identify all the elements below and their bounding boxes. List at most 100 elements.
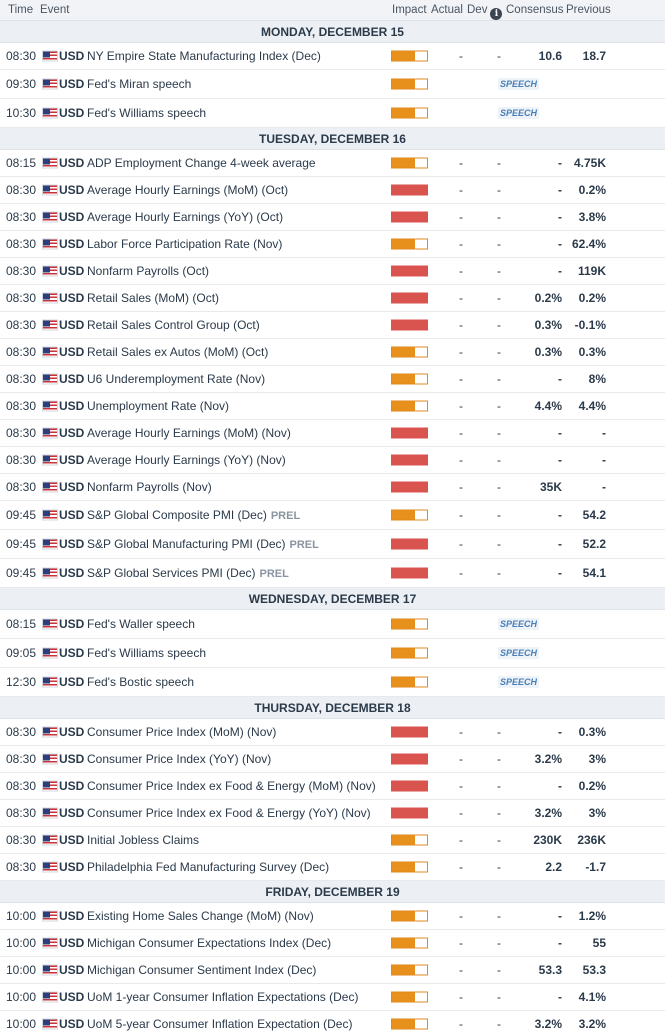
event-name[interactable]: Michigan Consumer Sentiment Index (Dec) bbox=[87, 963, 316, 977]
table-row[interactable]: 10:00 USD Michigan Consumer Expectations I… bbox=[0, 930, 665, 957]
table-row[interactable]: 08:30 USD Consumer Price Index ex Food & E… bbox=[0, 773, 665, 800]
event-title[interactable]: Retail Sales Control Group (Oct) bbox=[87, 318, 260, 332]
event-title[interactable]: S&P Global Services PMI (Dec) bbox=[87, 566, 256, 580]
event-title[interactable]: ADP Employment Change 4-week average bbox=[87, 156, 316, 170]
event-title[interactable]: Average Hourly Earnings (YoY) (Oct) bbox=[87, 210, 284, 224]
header-time[interactable]: Time bbox=[8, 4, 34, 16]
header-impact[interactable]: Impact bbox=[392, 4, 427, 16]
table-row[interactable]: 10:30 USD Fed's Williams speech SPEECH bbox=[0, 99, 665, 128]
table-row[interactable]: 08:30 USD Retail Sales ex Autos (MoM) (Oct… bbox=[0, 339, 665, 366]
event-title[interactable]: Fed's Miran speech bbox=[87, 77, 192, 91]
table-row[interactable]: 10:00 USD UoM 1-year Consumer Inflation Ex… bbox=[0, 984, 665, 1011]
event-title[interactable]: Michigan Consumer Sentiment Index (Dec) bbox=[87, 963, 317, 977]
event-name[interactable]: U6 Underemployment Rate (Nov) bbox=[87, 372, 265, 386]
table-row[interactable]: 10:00 USD Michigan Consumer Sentiment Inde… bbox=[0, 957, 665, 984]
event-title[interactable]: Fed's Williams speech bbox=[87, 106, 206, 120]
table-row[interactable]: 08:30 USD Retail Sales (MoM) (Oct) - - 0.2% 0.… bbox=[0, 285, 665, 312]
table-row[interactable]: 10:00 USD UoM 5-year Consumer Inflation Ex… bbox=[0, 1011, 665, 1034]
event-name[interactable]: Fed's Williams speech bbox=[87, 106, 206, 120]
event-name[interactable]: Fed's Waller speech bbox=[87, 617, 195, 631]
event-name[interactable]: Unemployment Rate (Nov) bbox=[87, 399, 229, 413]
event-title[interactable]: Unemployment Rate (Nov) bbox=[87, 399, 230, 413]
event-title[interactable]: Philadelphia Fed Manufacturing Survey (D… bbox=[87, 860, 330, 874]
event-name[interactable]: Fed's Bostic speech bbox=[87, 675, 194, 689]
header-actual[interactable]: Actual bbox=[431, 4, 463, 16]
info-icon[interactable]: i bbox=[490, 8, 503, 20]
header-previous[interactable]: Previous bbox=[566, 4, 611, 16]
event-title[interactable]: UoM 1-year Consumer Inflation Expectatio… bbox=[87, 990, 359, 1004]
event-name[interactable]: Retail Sales Control Group (Oct) bbox=[87, 318, 260, 332]
table-row[interactable]: 08:30 USD NY Empire State Manufacturing In… bbox=[0, 43, 665, 70]
table-row[interactable]: 08:15 USD Fed's Waller speech SPEECH bbox=[0, 610, 665, 639]
event-name[interactable]: Average Hourly Earnings (YoY) (Oct) bbox=[87, 210, 283, 224]
table-row[interactable]: 08:30 USD Philadelphia Fed Manufacturing S… bbox=[0, 854, 665, 881]
event-title[interactable]: U6 Underemployment Rate (Nov) bbox=[87, 372, 266, 386]
table-row[interactable]: 08:30 USD Average Hourly Earnings (YoY) (N… bbox=[0, 447, 665, 474]
table-row[interactable]: 09:30 USD Fed's Miran speech SPEECH bbox=[0, 70, 665, 99]
event-name[interactable]: UoM 1-year Consumer Inflation Expectatio… bbox=[87, 990, 358, 1004]
event-title[interactable]: Average Hourly Earnings (MoM) (Nov) bbox=[87, 426, 291, 440]
event-title[interactable]: Labor Force Participation Rate (Nov) bbox=[87, 237, 283, 251]
event-name[interactable]: Michigan Consumer Expectations Index (De… bbox=[87, 936, 331, 950]
table-row[interactable]: 09:45 USD S&P Global Services PMI (Dec) PRE… bbox=[0, 559, 665, 588]
event-name[interactable]: Fed's Miran speech bbox=[87, 77, 191, 91]
table-row[interactable]: 10:00 USD Existing Home Sales Change (MoM)… bbox=[0, 903, 665, 930]
event-name[interactable]: Existing Home Sales Change (MoM) (Nov) bbox=[87, 909, 314, 923]
event-name[interactable]: UoM 5-year Consumer Inflation Expectatio… bbox=[87, 1017, 352, 1031]
table-row[interactable]: 08:30 USD Initial Jobless Claims - - 230K 236K bbox=[0, 827, 665, 854]
event-name[interactable]: Fed's Williams speech bbox=[87, 646, 206, 660]
event-name[interactable]: Consumer Price Index ex Food & Energy (M… bbox=[87, 779, 376, 793]
event-name[interactable]: Retail Sales ex Autos (MoM) (Oct) bbox=[87, 345, 268, 359]
event-title[interactable]: Fed's Waller speech bbox=[87, 617, 195, 631]
event-title[interactable]: Fed's Bostic speech bbox=[87, 675, 195, 689]
event-title[interactable]: Nonfarm Payrolls (Nov) bbox=[87, 480, 212, 494]
event-name[interactable]: NY Empire State Manufacturing Index (Dec… bbox=[87, 49, 321, 63]
table-row[interactable]: 09:45 USD S&P Global Composite PMI (Dec) PR… bbox=[0, 501, 665, 530]
table-row[interactable]: 08:30 USD Average Hourly Earnings (YoY) (O… bbox=[0, 204, 665, 231]
event-name[interactable]: Initial Jobless Claims bbox=[87, 833, 199, 847]
event-title[interactable]: S&P Global Composite PMI (Dec) bbox=[87, 508, 267, 522]
table-row[interactable]: 08:30 USD Average Hourly Earnings (MoM) (O… bbox=[0, 177, 665, 204]
event-title[interactable]: Fed's Williams speech bbox=[87, 646, 206, 660]
event-title[interactable]: Retail Sales ex Autos (MoM) (Oct) bbox=[87, 345, 269, 359]
header-event[interactable]: Event bbox=[40, 4, 70, 16]
header-dev-label[interactable]: Dev bbox=[467, 4, 488, 16]
event-title[interactable]: Consumer Price Index (MoM) (Nov) bbox=[87, 725, 277, 739]
event-title[interactable]: Initial Jobless Claims bbox=[87, 833, 200, 847]
table-row[interactable]: 09:05 USD Fed's Williams speech SPEECH bbox=[0, 639, 665, 668]
event-name[interactable]: Nonfarm Payrolls (Oct) bbox=[87, 264, 209, 278]
event-name[interactable]: Average Hourly Earnings (YoY) (Nov) bbox=[87, 453, 286, 467]
event-title[interactable]: Average Hourly Earnings (YoY) (Nov) bbox=[87, 453, 286, 467]
table-row[interactable]: 08:30 USD Retail Sales Control Group (Oct)… bbox=[0, 312, 665, 339]
event-name[interactable]: Retail Sales (MoM) (Oct) bbox=[87, 291, 219, 305]
event-name[interactable]: Consumer Price Index (MoM) (Nov) bbox=[87, 725, 276, 739]
table-row[interactable]: 08:30 USD Average Hourly Earnings (MoM) (N… bbox=[0, 420, 665, 447]
event-title[interactable]: Retail Sales (MoM) (Oct) bbox=[87, 291, 220, 305]
header-consensus[interactable]: Consensus bbox=[506, 4, 564, 16]
event-name[interactable]: ADP Employment Change 4-week average bbox=[87, 156, 316, 170]
event-name[interactable]: Consumer Price Index (YoY) (Nov) bbox=[87, 752, 271, 766]
table-row[interactable]: 09:45 USD S&P Global Manufacturing PMI (De… bbox=[0, 530, 665, 559]
event-name[interactable]: Philadelphia Fed Manufacturing Survey (D… bbox=[87, 860, 329, 874]
event-title[interactable]: NY Empire State Manufacturing Index (Dec… bbox=[87, 49, 321, 63]
event-name[interactable]: S&P Global Manufacturing PMI (Dec) PREL bbox=[87, 537, 319, 551]
table-row[interactable]: 08:15 USD ADP Employment Change 4-week ave… bbox=[0, 150, 665, 177]
event-name[interactable]: Labor Force Participation Rate (Nov) bbox=[87, 237, 282, 251]
event-name[interactable]: Nonfarm Payrolls (Nov) bbox=[87, 480, 212, 494]
event-title[interactable]: Existing Home Sales Change (MoM) (Nov) bbox=[87, 909, 314, 923]
table-row[interactable]: 08:30 USD Nonfarm Payrolls (Oct) - - - 119K bbox=[0, 258, 665, 285]
event-title[interactable]: S&P Global Manufacturing PMI (Dec) bbox=[87, 537, 286, 551]
event-title[interactable]: Consumer Price Index (YoY) (Nov) bbox=[87, 752, 272, 766]
table-row[interactable]: 08:30 USD Consumer Price Index ex Food & E… bbox=[0, 800, 665, 827]
event-title[interactable]: Average Hourly Earnings (MoM) (Oct) bbox=[87, 183, 289, 197]
table-row[interactable]: 08:30 USD Labor Force Participation Rate (… bbox=[0, 231, 665, 258]
table-row[interactable]: 08:30 USD Consumer Price Index (MoM) (Nov)… bbox=[0, 719, 665, 746]
table-row[interactable]: 08:30 USD U6 Underemployment Rate (Nov) - - -… bbox=[0, 366, 665, 393]
event-title[interactable]: Consumer Price Index ex Food & Energy (Y… bbox=[87, 806, 371, 820]
event-name[interactable]: S&P Global Composite PMI (Dec) PREL bbox=[87, 508, 300, 522]
event-title[interactable]: Nonfarm Payrolls (Oct) bbox=[87, 264, 210, 278]
event-title[interactable]: Consumer Price Index ex Food & Energy (M… bbox=[87, 779, 376, 793]
event-title[interactable]: UoM 5-year Consumer Inflation Expectatio… bbox=[87, 1017, 353, 1031]
event-name[interactable]: Consumer Price Index ex Food & Energy (Y… bbox=[87, 806, 371, 820]
event-name[interactable]: S&P Global Services PMI (Dec) PREL bbox=[87, 566, 289, 580]
